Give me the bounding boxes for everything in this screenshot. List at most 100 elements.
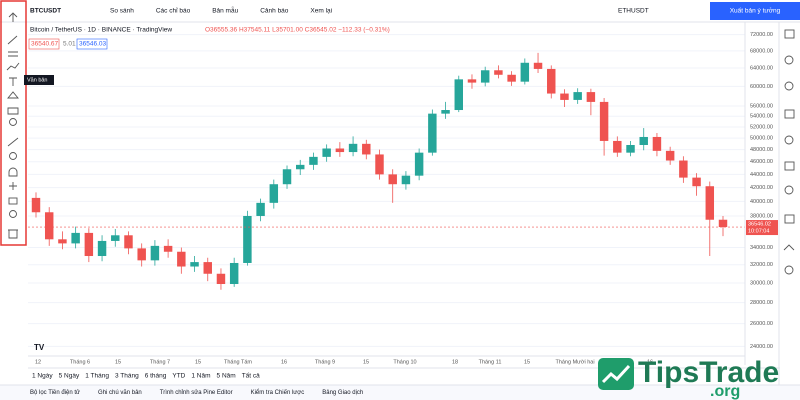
tool-lock-draw[interactable] xyxy=(9,182,17,190)
x-tick-label: 15 xyxy=(115,359,121,365)
publish-button[interactable] xyxy=(710,2,800,20)
tool-shape[interactable] xyxy=(7,91,19,99)
icon-ideas[interactable] xyxy=(784,135,794,145)
candle-body xyxy=(322,148,331,157)
tool-magnet[interactable] xyxy=(8,167,18,177)
candle-body xyxy=(428,113,437,153)
range-button[interactable]: Tất cả xyxy=(242,371,260,380)
tool-text[interactable] xyxy=(9,77,17,86)
toolbar-button[interactable]: Xem lại xyxy=(310,8,332,15)
candle-body xyxy=(705,186,715,220)
bottom-tab[interactable]: Bộ lọc Tiền điện tử xyxy=(30,389,80,396)
y-tick-label: 64000.00 xyxy=(750,65,773,71)
range-button[interactable]: YTD xyxy=(172,373,185,380)
candle-body xyxy=(111,235,120,241)
candle-body xyxy=(203,262,212,274)
range-button[interactable]: 5 Năm xyxy=(217,373,236,380)
y-tick-label: 54000.00 xyxy=(750,114,773,120)
tool-zoom[interactable] xyxy=(9,118,17,126)
last-price-label: 36546.02 xyxy=(748,222,771,228)
tool-eye[interactable] xyxy=(9,210,17,218)
icon-hotlist[interactable] xyxy=(783,244,795,251)
y-tick-label: 38000.00 xyxy=(750,213,773,219)
tool-cross[interactable] xyxy=(8,12,18,22)
tool-fib[interactable] xyxy=(8,51,18,57)
range-button[interactable]: 1 Tháng xyxy=(85,373,109,380)
candle-body xyxy=(58,239,67,244)
x-tick-label: Tháng 10 xyxy=(393,359,416,365)
y-tick-label: 28000.00 xyxy=(750,300,773,306)
candle-body xyxy=(547,68,556,94)
spread: 5.01 xyxy=(63,41,76,48)
range-button[interactable]: 1 Ngày xyxy=(32,373,53,380)
legend-title: Bitcoin / TetherUS · 1D · BINANCE · Trad… xyxy=(30,27,172,34)
y-tick-label: 30000.00 xyxy=(750,281,773,287)
icon-data[interactable] xyxy=(784,81,794,91)
icon-chat[interactable] xyxy=(784,214,795,224)
tool-ruler[interactable] xyxy=(7,137,19,147)
toolbar-button[interactable]: Bản mẫu xyxy=(212,6,238,15)
candle-body xyxy=(520,62,530,82)
right-symbol[interactable]: ETHUSDT xyxy=(618,8,649,15)
icon-watchlist[interactable] xyxy=(784,29,795,39)
range-button[interactable]: 1 Năm xyxy=(191,373,210,380)
candle-body xyxy=(163,245,173,252)
y-tick-label: 40000.00 xyxy=(750,199,773,205)
range-button[interactable]: 5 Ngày xyxy=(59,373,80,380)
watermark-name: TipsTrade xyxy=(638,356,779,389)
top-toolbar xyxy=(0,0,800,22)
bottom-tab[interactable]: Trình chỉnh sửa Pine Editor xyxy=(160,389,233,396)
range-button[interactable]: 3 Tháng xyxy=(115,373,139,380)
ask-box[interactable] xyxy=(76,38,108,50)
tool-lock[interactable] xyxy=(8,197,18,205)
candle-body xyxy=(560,93,569,100)
y-tick-label: 44000.00 xyxy=(750,172,773,178)
range-button[interactable]: 6 tháng xyxy=(145,373,167,380)
candle-body xyxy=(243,215,252,263)
toolbar-button[interactable]: Các chỉ báo xyxy=(156,7,191,15)
icon-help[interactable] xyxy=(784,265,794,275)
y-tick-label: 52000.00 xyxy=(750,124,773,130)
candle-body xyxy=(533,62,543,69)
candle-body xyxy=(718,219,728,228)
candle-body xyxy=(388,174,397,185)
tool-line[interactable] xyxy=(7,35,18,45)
x-tick-label: 15 xyxy=(195,359,201,365)
candle-body xyxy=(97,240,107,257)
publish-label[interactable]: Xuất bản ý tưởng xyxy=(730,6,781,15)
x-tick-label: Tháng 6 xyxy=(70,359,90,365)
x-tick-label: Tháng 7 xyxy=(150,359,170,365)
ask: 36546.03 xyxy=(79,41,106,48)
candle-body xyxy=(309,156,318,165)
candle-body xyxy=(692,177,701,187)
y-tick-label: 72000.00 xyxy=(750,32,773,38)
bottom-tab[interactable]: Kiểm tra Chiến lược xyxy=(251,389,305,396)
tool-magnify[interactable] xyxy=(9,152,17,160)
x-tick-label: 15 xyxy=(363,359,369,365)
icon-streams[interactable] xyxy=(784,161,795,171)
toolbar-button[interactable]: Cảnh báo xyxy=(260,8,289,15)
candle-body xyxy=(573,92,582,100)
bottom-tab[interactable]: Bảng Giao dịch xyxy=(322,390,363,396)
candle-body xyxy=(467,79,477,83)
candle-body xyxy=(124,235,133,249)
icon-calendar[interactable] xyxy=(784,185,794,195)
bottom-tab[interactable]: Ghi chú văn bản xyxy=(98,390,142,396)
candle-body xyxy=(137,248,146,261)
tool-trash[interactable] xyxy=(8,229,18,239)
tool-pattern[interactable] xyxy=(6,62,20,71)
icon-alerts[interactable] xyxy=(784,55,794,65)
bid-box[interactable] xyxy=(28,38,60,50)
candle-body xyxy=(414,152,424,176)
tool-measure[interactable] xyxy=(7,107,19,115)
candle-body xyxy=(652,136,662,151)
candle-body xyxy=(454,79,463,111)
candle-body xyxy=(269,184,279,203)
symbol[interactable]: BTCUSDT xyxy=(30,8,61,15)
toolbar-button[interactable]: So sánh xyxy=(110,8,134,15)
tool-icons xyxy=(6,12,20,239)
watermark-logo xyxy=(598,358,634,390)
x-tick-label: Tháng Mười hai xyxy=(555,359,594,365)
icon-news[interactable] xyxy=(784,109,795,119)
x-tick-label: 18 xyxy=(452,359,458,365)
